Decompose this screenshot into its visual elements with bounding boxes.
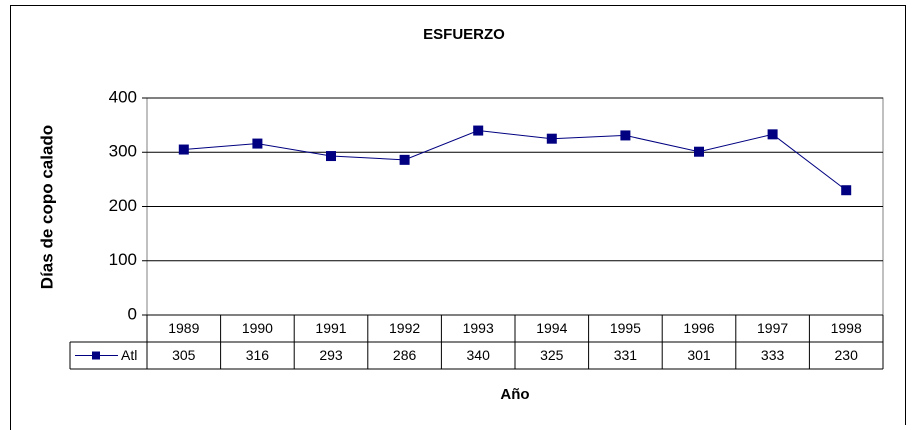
point-marker — [399, 154, 410, 165]
table-value: 286 — [393, 347, 417, 363]
y-tick-label: 0 — [128, 304, 137, 323]
chart-border — [10, 5, 906, 430]
point-marker — [178, 144, 189, 155]
y-axis-label: Días de copo calado — [37, 125, 56, 289]
point-marker — [546, 133, 557, 144]
x-tick-label: 1997 — [757, 320, 788, 336]
chart-title: ESFUERZO — [423, 26, 505, 43]
x-tick-label: 1992 — [389, 320, 420, 336]
table-value: 301 — [687, 347, 711, 363]
point-marker — [473, 125, 484, 136]
x-tick-label: 1991 — [315, 320, 346, 336]
x-tick-label: 1990 — [242, 320, 273, 336]
point-marker — [620, 130, 631, 141]
y-tick-label: 100 — [109, 250, 137, 269]
legend-marker — [92, 351, 100, 360]
x-tick-label: 1993 — [463, 320, 494, 336]
series-line — [183, 130, 847, 191]
point-marker — [767, 129, 778, 140]
y-tick-label: 300 — [109, 142, 137, 161]
point-marker — [326, 151, 336, 162]
x-tick-label: 1994 — [536, 320, 567, 336]
table-value: 293 — [319, 347, 343, 363]
x-tick-label: 1995 — [610, 320, 641, 336]
table-value: 325 — [540, 347, 564, 363]
table-value: 340 — [467, 347, 491, 363]
point-marker — [694, 146, 704, 157]
x-tick-label: 1998 — [831, 320, 862, 336]
x-tick-label: 1989 — [168, 320, 199, 336]
table-value: 316 — [246, 347, 270, 363]
table-value: 305 — [172, 347, 196, 363]
x-axis-label: Año — [500, 386, 529, 403]
table-value: 230 — [835, 347, 859, 363]
table-value: 331 — [614, 347, 638, 363]
point-marker — [252, 138, 263, 149]
y-tick-label: 400 — [109, 87, 137, 106]
point-marker — [841, 185, 852, 196]
table-value: 333 — [761, 347, 785, 363]
y-tick-label: 200 — [109, 196, 137, 215]
legend-label: Atl — [121, 347, 137, 363]
x-tick-label: 1996 — [683, 320, 714, 336]
